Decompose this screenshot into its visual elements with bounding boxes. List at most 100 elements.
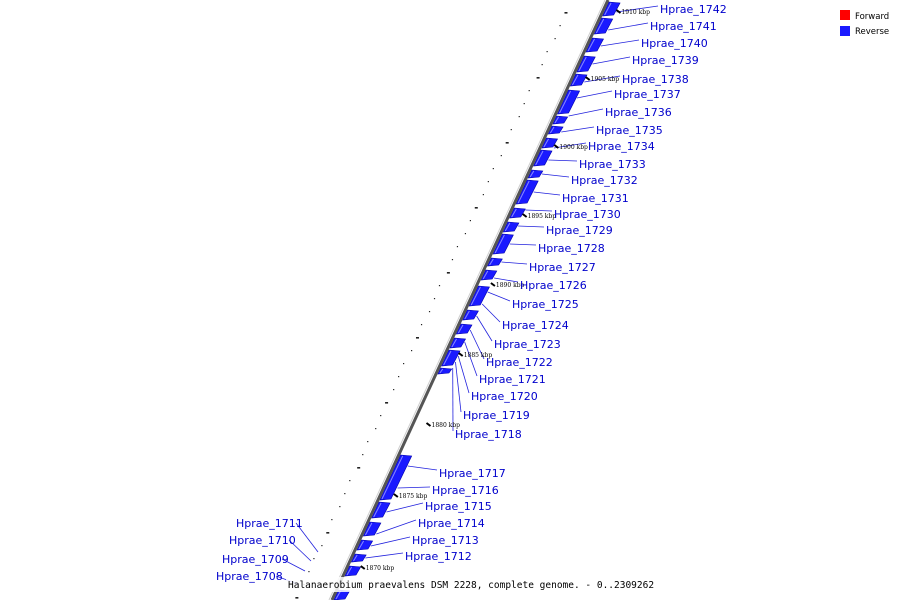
ruler-dot: [474, 207, 478, 209]
gene-block[interactable]: [437, 367, 453, 375]
gene-label[interactable]: Hprae_1710: [229, 534, 296, 547]
gene-leader-line: [481, 303, 501, 323]
gene-label[interactable]: Hprae_1720: [471, 390, 538, 403]
legend-forward-label: Forward: [855, 12, 889, 22]
gene-block[interactable]: [593, 17, 614, 35]
gene-label[interactable]: Hprae_1727: [529, 261, 596, 274]
gene-label[interactable]: Hprae_1732: [571, 174, 638, 187]
gene-label[interactable]: Hprae_1715: [425, 500, 492, 513]
ruler-dot: [546, 51, 548, 53]
ruler-dot: [464, 233, 467, 235]
gene-block-shade: [554, 116, 560, 124]
gene-label[interactable]: Hprae_1726: [520, 279, 587, 292]
gene-label[interactable]: Hprae_1739: [632, 54, 699, 67]
gene-leader-line: [370, 536, 411, 547]
ruler-dot: [420, 324, 423, 326]
gene-leader-line: [533, 191, 561, 196]
gene-label[interactable]: Hprae_1716: [432, 484, 499, 497]
gene-block[interactable]: [502, 221, 520, 233]
gene-label[interactable]: Hprae_1721: [479, 373, 546, 386]
gene-block[interactable]: [541, 137, 559, 149]
gene-block[interactable]: [362, 521, 382, 537]
gene-block[interactable]: [344, 565, 362, 577]
gene-label[interactable]: Hprae_1738: [622, 73, 689, 86]
gene-label[interactable]: Hprae_1717: [439, 467, 506, 480]
gene-leader-line: [518, 225, 545, 228]
gene-label[interactable]: Hprae_1724: [502, 319, 569, 332]
gene-leader-line: [455, 361, 462, 413]
scale-tick-label: 1885 kbp: [464, 352, 493, 359]
gene-label[interactable]: Hprae_1734: [588, 140, 655, 153]
ruler-dot: [518, 116, 520, 118]
gene-block[interactable]: [585, 37, 604, 53]
gene-block[interactable]: [350, 553, 367, 563]
gene-label[interactable]: Hprae_1711: [236, 517, 303, 530]
scale-tick-mark: [615, 9, 622, 14]
gene-label[interactable]: Hprae_1722: [486, 356, 553, 369]
gene-block-shade: [517, 180, 530, 204]
gene-label[interactable]: Hprae_1719: [463, 409, 530, 422]
gene-block[interactable]: [455, 323, 473, 335]
gene-label[interactable]: Hprae_1736: [605, 106, 672, 119]
gene-leader-line: [407, 465, 438, 471]
ruler-dot: [362, 454, 364, 456]
ruler-dot: [295, 597, 299, 599]
gene-block-shade: [587, 38, 595, 52]
scale-tick-mark: [585, 76, 591, 81]
gene-block[interactable]: [576, 55, 596, 73]
gene-label[interactable]: Hprae_1737: [614, 88, 681, 101]
gene-leader-line: [501, 261, 528, 265]
gene-block[interactable]: [552, 115, 569, 125]
gene-label[interactable]: Hprae_1712: [405, 550, 472, 563]
gene-label[interactable]: Hprae_1713: [412, 534, 479, 547]
gene-label[interactable]: Hprae_1735: [596, 124, 663, 137]
ruler-dot: [541, 64, 543, 66]
gene-block[interactable]: [480, 269, 498, 281]
gene-block-shade: [549, 126, 555, 134]
gene-label[interactable]: Hprae_1733: [579, 158, 646, 171]
gene-leader-line: [548, 159, 578, 162]
gene-block[interactable]: [371, 501, 391, 519]
gene-label[interactable]: Hprae_1708: [216, 570, 283, 583]
gene-leader-line: [487, 291, 511, 302]
gene-label[interactable]: Hprae_1723: [494, 338, 561, 351]
legend-reverse-label: Reverse: [855, 27, 889, 37]
gene-label[interactable]: Hprae_1742: [660, 3, 727, 16]
gene-block[interactable]: [492, 233, 514, 255]
gene-label[interactable]: Hprae_1741: [650, 20, 717, 33]
ruler-dot: [536, 77, 540, 79]
gene-block-shade: [335, 590, 342, 600]
gene-block[interactable]: [379, 454, 413, 501]
gene-label[interactable]: Hprae_1709: [222, 553, 289, 566]
gene-block[interactable]: [547, 125, 564, 135]
gene-block[interactable]: [449, 337, 467, 349]
gene-block[interactable]: [509, 207, 526, 219]
gene-label[interactable]: Hprae_1728: [538, 242, 605, 255]
gene-block-shade: [470, 286, 481, 306]
gene-label[interactable]: Hprae_1730: [554, 208, 621, 221]
gene-block[interactable]: [441, 349, 461, 367]
gene-block[interactable]: [515, 179, 539, 205]
gene-label[interactable]: Hprae_1740: [641, 37, 708, 50]
gene-block[interactable]: [533, 149, 553, 167]
gene-block[interactable]: [557, 89, 581, 115]
ruler-dot: [487, 181, 489, 183]
gene-label[interactable]: Hprae_1718: [455, 428, 522, 441]
gene-label[interactable]: Hprae_1714: [418, 517, 485, 530]
gene-block[interactable]: [602, 1, 621, 17]
gene-block[interactable]: [487, 257, 503, 267]
gene-leader-line: [600, 39, 640, 47]
ruler-dot: [456, 246, 459, 248]
gene-block[interactable]: [468, 285, 490, 307]
gene-leader-line: [365, 552, 404, 559]
gene-block[interactable]: [569, 73, 588, 87]
gene-block[interactable]: [462, 309, 479, 321]
gene-label[interactable]: Hprae_1729: [546, 224, 613, 237]
gene-label[interactable]: Hprae_1731: [562, 192, 629, 205]
gene-block[interactable]: [527, 169, 544, 179]
ruler-dot: [469, 220, 471, 222]
ruler-dot: [344, 493, 346, 495]
gene-block[interactable]: [356, 539, 374, 551]
ruler-dot: [510, 129, 512, 131]
gene-label[interactable]: Hprae_1725: [512, 298, 579, 311]
